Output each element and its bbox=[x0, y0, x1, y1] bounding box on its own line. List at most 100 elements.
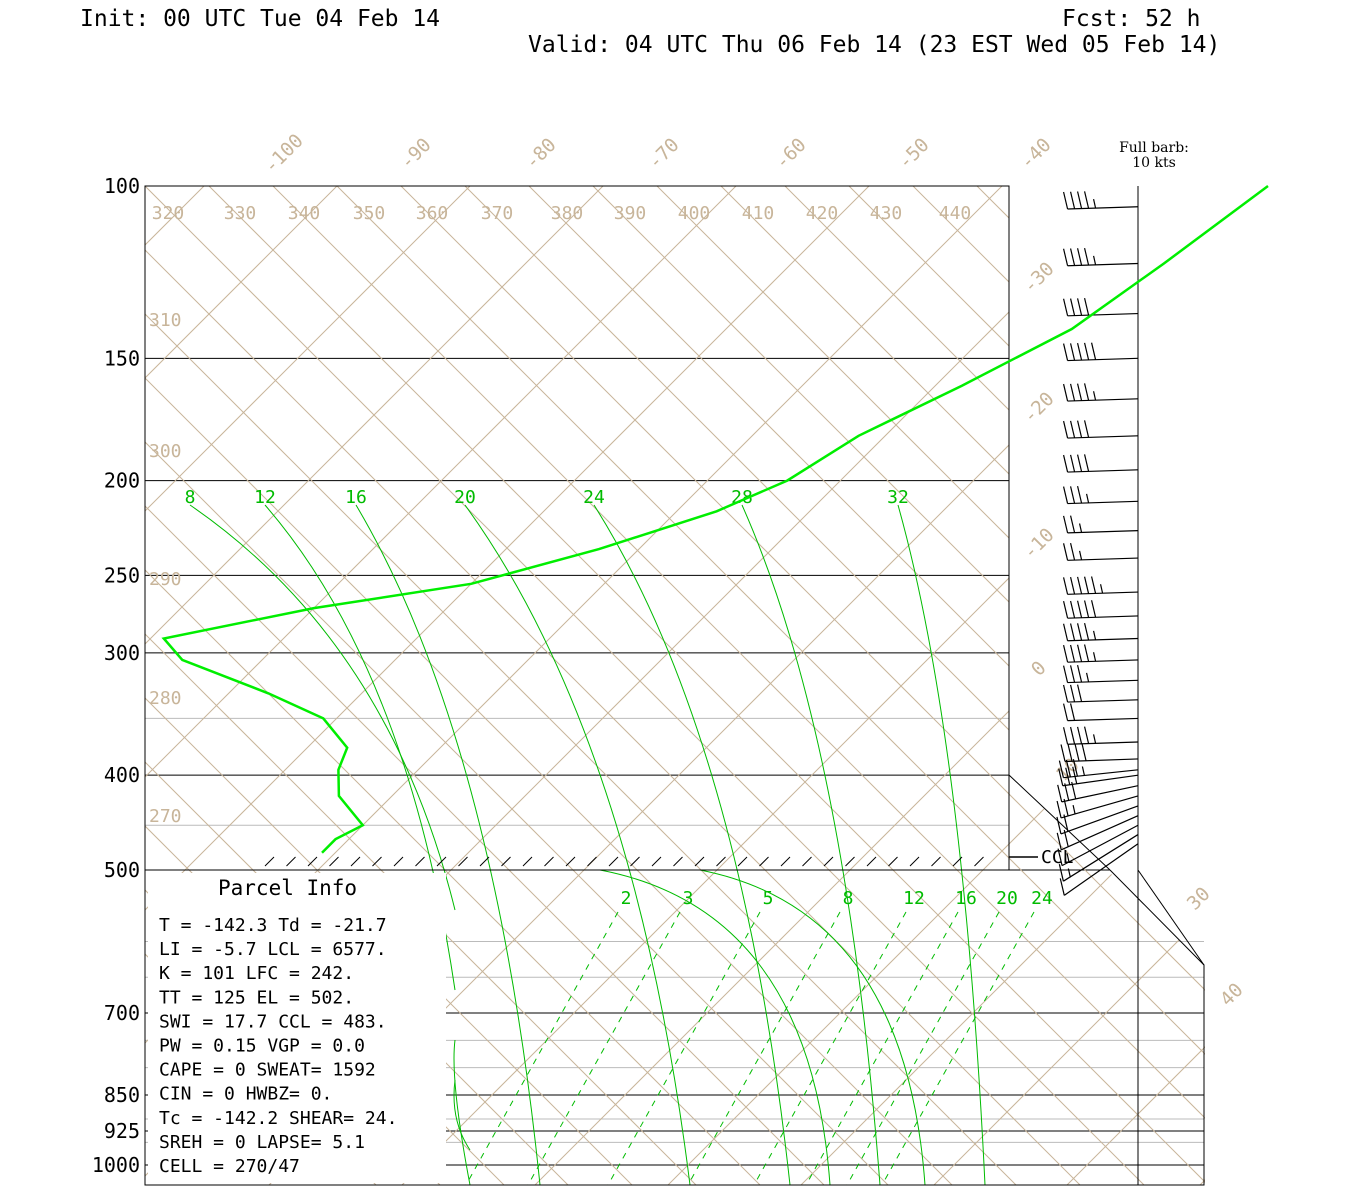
wind-barb-staff bbox=[1067, 530, 1139, 534]
wind-barb bbox=[1062, 576, 1139, 595]
hatch-tick bbox=[780, 856, 791, 867]
moist-adiabat-label: 32 bbox=[887, 487, 909, 508]
wind-barb-staff bbox=[1067, 312, 1139, 317]
wind-barb-flag bbox=[1069, 665, 1076, 683]
wind-barb-flag bbox=[1069, 684, 1076, 702]
parcel-info-row: CAPE = 0 SWEAT= 1592 bbox=[159, 1060, 376, 1081]
hatch-tick bbox=[802, 856, 812, 867]
moist-adiabat-label: 20 bbox=[454, 487, 476, 508]
dry-adiabat-line bbox=[848, 186, 1205, 1185]
wind-barb bbox=[1062, 191, 1139, 210]
hatch-tick bbox=[350, 856, 361, 867]
wind-barb-staff bbox=[1061, 815, 1139, 851]
theta-label: 400 bbox=[678, 203, 711, 224]
wind-barb-flag bbox=[1083, 383, 1090, 401]
wind-barb-staff bbox=[1062, 774, 1139, 787]
wind-barb bbox=[1062, 247, 1139, 267]
frame-guide bbox=[1138, 186, 1204, 965]
wind-barb-staff bbox=[1067, 615, 1139, 619]
hatch-tick bbox=[393, 856, 404, 867]
isotherm-line bbox=[145, 186, 471, 1185]
wind-barb-staff bbox=[1067, 262, 1139, 267]
wind-barb-flag bbox=[1064, 783, 1070, 801]
moist-adiabat-line bbox=[593, 504, 791, 1186]
hatch-tick bbox=[909, 856, 920, 867]
frame-layer bbox=[144, 185, 1205, 1186]
wind-barb-flag bbox=[1076, 420, 1083, 438]
wind-barb bbox=[1062, 726, 1139, 745]
dry-adiabat-line bbox=[1168, 186, 1205, 1185]
wind-barb bbox=[1057, 781, 1139, 803]
moist-adiabat-line bbox=[453, 1039, 471, 1185]
dry-adiabat-line bbox=[400, 186, 1205, 1185]
wind-barb bbox=[1059, 843, 1139, 896]
wind-barb-half bbox=[1078, 550, 1083, 561]
wind-barb bbox=[1062, 342, 1139, 362]
pressure-label: 700 bbox=[104, 1001, 140, 1025]
hatch-tick bbox=[415, 856, 425, 867]
wind-barb bbox=[1062, 297, 1139, 317]
lower-frame bbox=[144, 869, 1205, 1186]
hatch-tick bbox=[436, 856, 447, 867]
frame-diagonal-right bbox=[1137, 869, 1205, 966]
wind-barb-staff bbox=[1067, 469, 1139, 473]
wind-barb-flag bbox=[1062, 248, 1069, 266]
theta-label: 340 bbox=[288, 203, 321, 224]
wind-barb bbox=[1060, 743, 1139, 763]
hatch-tick bbox=[866, 856, 877, 867]
wind-barb-staff bbox=[1067, 637, 1139, 642]
init-time: Init: 00 UTC Tue 04 Feb 14 bbox=[80, 6, 440, 32]
wind-barb-staff bbox=[1067, 699, 1139, 703]
wind-barb bbox=[1062, 622, 1139, 642]
wind-barb-flag bbox=[1056, 832, 1062, 850]
dry-adiabat-line bbox=[145, 186, 890, 1185]
wind-barb-half bbox=[1092, 198, 1097, 209]
wind-barb-staff bbox=[1067, 357, 1139, 362]
dry-adiabat-line bbox=[1104, 186, 1205, 1185]
wind-barb-flag bbox=[1056, 816, 1062, 835]
mixing-ratio-label: 5 bbox=[763, 888, 774, 909]
wind-barb-flag bbox=[1081, 743, 1087, 761]
wind-barb-flag bbox=[1062, 515, 1069, 534]
dry-adiabat-line bbox=[1040, 186, 1205, 1185]
theta-label: 270 bbox=[149, 806, 182, 827]
wind-barb-staff bbox=[1060, 795, 1139, 819]
wind-barb-flag bbox=[1062, 703, 1069, 721]
wind-barb-half bbox=[1085, 672, 1090, 683]
dry-adiabat-line bbox=[145, 186, 1018, 1185]
wind-barb-flag bbox=[1069, 383, 1076, 401]
wind-barb-flag bbox=[1083, 644, 1090, 662]
wind-barb-staff bbox=[1067, 500, 1139, 505]
wind-barb-flag bbox=[1076, 665, 1083, 683]
theta-label: 360 bbox=[416, 203, 449, 224]
moist-adiabat-label: 12 bbox=[254, 487, 276, 508]
mixing-ratio-line bbox=[753, 911, 907, 1185]
wind-barb-staff bbox=[1067, 659, 1139, 663]
wind-barb bbox=[1058, 834, 1139, 882]
wind-barb bbox=[1058, 766, 1139, 787]
dry-adiabat-line bbox=[784, 186, 1205, 1185]
wind-barb-flag bbox=[1076, 576, 1083, 595]
moist-adiabat-line bbox=[897, 504, 986, 1186]
hatch-tick bbox=[608, 856, 619, 867]
isotherm-label: -60 bbox=[771, 134, 811, 174]
theta-label: 420 bbox=[806, 203, 839, 224]
dry-adiabat-line bbox=[1233, 186, 1350, 1186]
wind-barb-flag bbox=[1083, 622, 1090, 641]
hatch-tick bbox=[694, 856, 705, 867]
isotherm-line bbox=[145, 186, 604, 1185]
wind-barb-flag bbox=[1076, 191, 1083, 209]
parcel-info-row: K = 101 LFC = 242. bbox=[159, 963, 354, 984]
moist-adiabat-line bbox=[189, 504, 456, 911]
hatch-tick bbox=[329, 856, 339, 867]
isotherm-line bbox=[534, 186, 1205, 1185]
theta-label: 390 bbox=[614, 203, 647, 224]
isotherm-line bbox=[145, 186, 737, 1185]
dry-adiabat-line bbox=[145, 186, 1082, 1185]
temperature-profile-layer bbox=[161, 184, 1269, 854]
hatch-tick bbox=[544, 856, 554, 867]
pressure-label: 925 bbox=[104, 1119, 140, 1143]
pressure-label: 500 bbox=[104, 858, 140, 882]
isotherm-label: -70 bbox=[644, 134, 684, 174]
wind-barb-flag bbox=[1083, 342, 1090, 361]
